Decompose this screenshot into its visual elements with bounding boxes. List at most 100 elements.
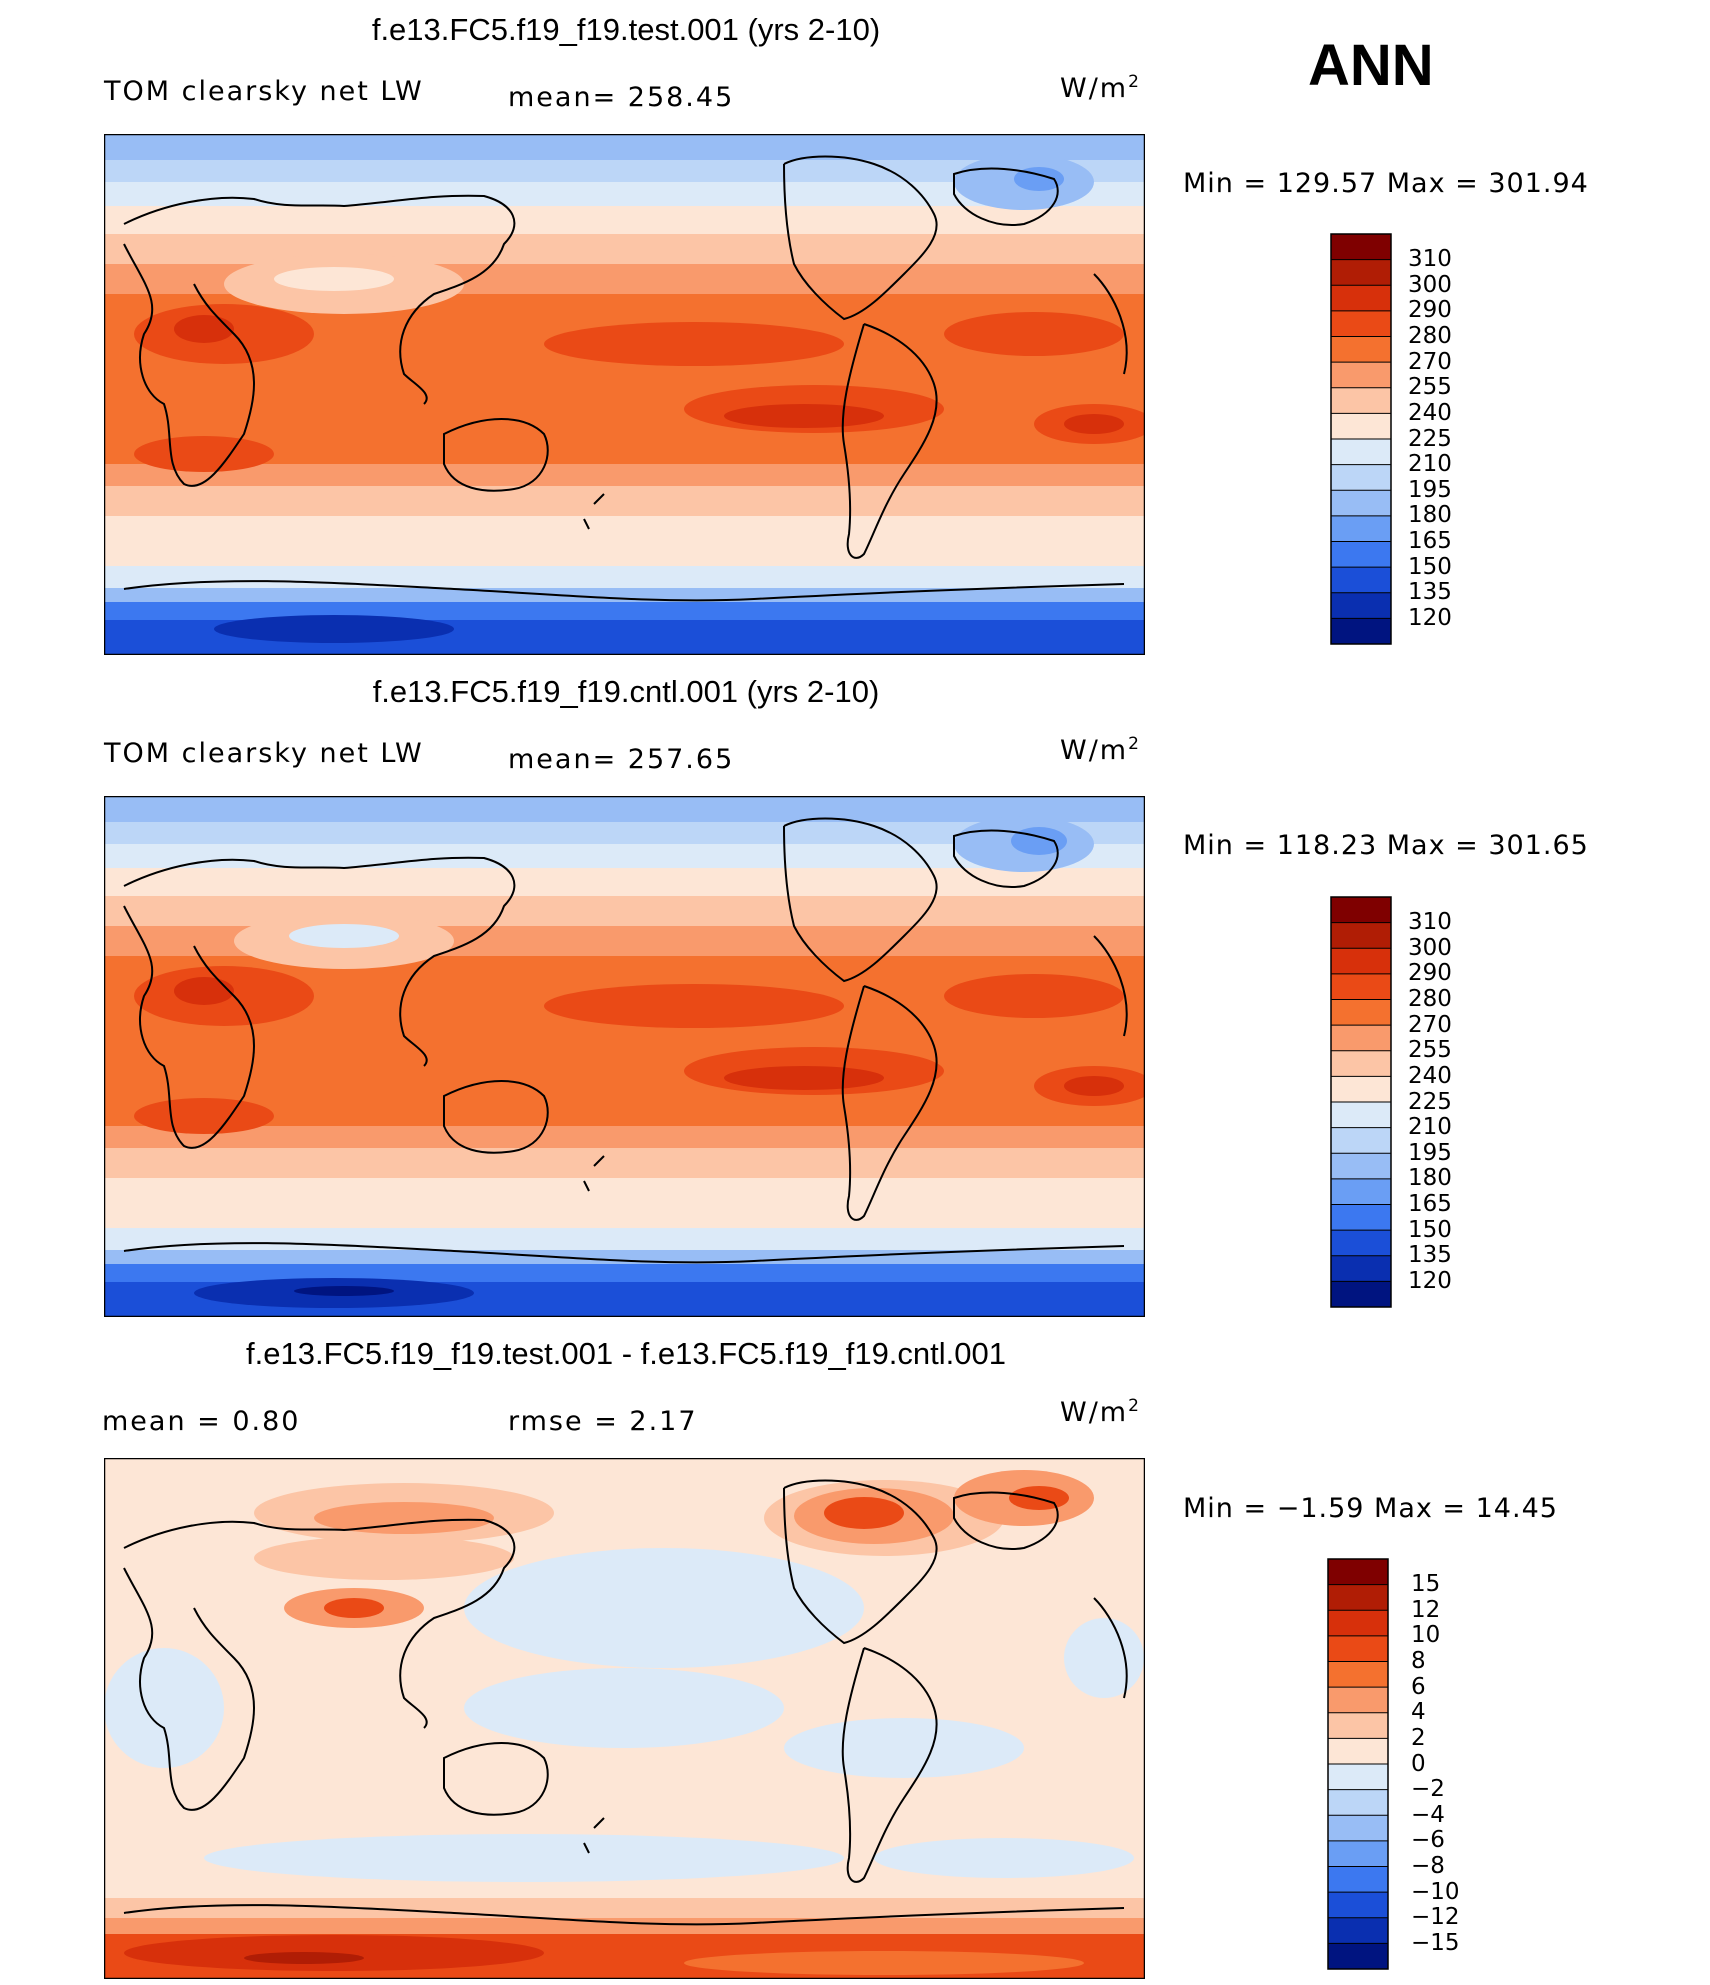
colorbar-tick-label: 225 [1408, 425, 1452, 452]
colorbar-tick-label: 195 [1408, 476, 1452, 503]
map-cntl-svg [104, 796, 1145, 1317]
colorbar-cntl-svg [1330, 896, 1392, 1308]
colorbar-frame [1327, 1558, 1389, 1970]
mean-label: mean = 0.80 [102, 1406, 301, 1437]
colorbar-tick-label: 280 [1408, 323, 1452, 349]
units-label: W/m2 [1060, 1396, 1141, 1428]
colorbar-tick-label: 165 [1408, 1191, 1452, 1217]
colorbar-tick-label: −8 [1411, 1853, 1445, 1879]
colorbar-swatch [1331, 413, 1391, 439]
colorbar-tick-label: 210 [1408, 1114, 1452, 1141]
panel-title: f.e13.FC5.f19_f19.cntl.001 (yrs 2-10) [372, 674, 880, 709]
colorbar-swatch [1331, 310, 1391, 337]
colorbar-tick-label: 310 [1408, 909, 1452, 936]
colorbar-swatch [1331, 1230, 1391, 1256]
colorbar-tick-label: 180 [1408, 1165, 1452, 1192]
colorbar-swatch [1331, 922, 1391, 949]
colorbar-swatch [1331, 1281, 1391, 1307]
colorbar-diff-svg [1327, 1558, 1389, 1970]
colorbar-tick-label: 0 [1411, 1750, 1426, 1777]
colorbar-test: 310 300 290 280 270 255 240 225 210 195 180 165 150 1… [1330, 233, 1530, 653]
colorbar-cntl: 310 300 290 280 270 255 240 225 210 195 180 165 150 1… [1330, 896, 1530, 1316]
colorbar-tick-label: 240 [1408, 399, 1452, 426]
colorbar-swatch [1331, 948, 1391, 974]
colorbar-tick-label: 290 [1408, 960, 1452, 987]
colorbar-tick-label: 255 [1408, 1037, 1452, 1064]
map-diff-svg [104, 1458, 1145, 1979]
colorbar-tick-label: −6 [1411, 1827, 1445, 1854]
colorbar-tick-label: 10 [1411, 1622, 1441, 1649]
colorbar-swatch [1331, 387, 1391, 414]
colorbar-swatch [1328, 1738, 1388, 1764]
colorbar-swatch [1328, 1661, 1388, 1688]
colorbar-tick-label: 290 [1408, 297, 1452, 324]
colorbar-tick-label: 135 [1408, 1242, 1452, 1269]
colorbar-tick-label: −15 [1411, 1929, 1460, 1956]
mean-label: mean= 257.65 [508, 744, 735, 775]
colorbar-tick-label: 300 [1408, 271, 1452, 298]
colorbar-tick-label: 15 [1411, 1571, 1441, 1598]
colorbar-swatch [1331, 1178, 1391, 1205]
colorbar-tick-label: 195 [1408, 1139, 1452, 1166]
colorbar-swatch [1331, 259, 1391, 286]
colorbar-tick-label: 150 [1408, 1216, 1452, 1243]
colorbar-swatch [1331, 1204, 1391, 1231]
mean-label: mean= 258.45 [508, 82, 735, 113]
season-label: ANN [1308, 33, 1434, 98]
colorbar-frame [1330, 896, 1392, 1308]
colorbar-swatch [1328, 1559, 1388, 1585]
map-test [104, 134, 1145, 655]
colorbar-swatch [1328, 1610, 1388, 1636]
colorbar-tick-label: 310 [1408, 246, 1452, 273]
colorbar-swatch [1331, 490, 1391, 516]
colorbar-swatch [1331, 1050, 1391, 1077]
minmax-label: Min = 118.23 Max = 301.65 [1183, 830, 1589, 861]
colorbar-swatch [1331, 1102, 1391, 1128]
colorbar-swatch [1331, 1255, 1391, 1282]
colorbar-tick-label: 120 [1408, 604, 1452, 631]
map-test-svg [104, 134, 1145, 655]
colorbar-swatch [1328, 1815, 1388, 1841]
colorbar-swatch [1328, 1584, 1388, 1611]
colorbar-swatch [1328, 1712, 1388, 1739]
colorbar-swatch [1331, 567, 1391, 593]
colorbar-swatch [1331, 285, 1391, 311]
colorbar-tick-label: 6 [1411, 1673, 1426, 1700]
minmax-label: Min = −1.59 Max = 14.45 [1183, 1493, 1558, 1524]
colorbar-swatch [1331, 1025, 1391, 1051]
colorbar-swatch [1331, 1153, 1391, 1179]
colorbar-swatch [1331, 1127, 1391, 1154]
variable-label: TOM clearsky net LW [104, 76, 424, 107]
colorbar-tick-label: 4 [1411, 1699, 1426, 1726]
colorbar-swatch [1328, 1789, 1388, 1816]
colorbar-swatch [1331, 973, 1391, 1000]
colorbar-tick-label: −10 [1411, 1878, 1460, 1905]
colorbar-tick-label: −4 [1411, 1801, 1445, 1828]
colorbar-frame [1330, 233, 1392, 645]
colorbar-swatch [1331, 439, 1391, 465]
units-label: W/m2 [1060, 72, 1141, 104]
colorbar-tick-label: 255 [1408, 374, 1452, 401]
colorbar-swatch [1331, 234, 1391, 260]
colorbar-tick-label: 2 [1411, 1724, 1426, 1751]
colorbar-tick-label: −2 [1411, 1776, 1445, 1803]
colorbar-swatch [1328, 1943, 1388, 1969]
colorbar-tick-label: 165 [1408, 528, 1452, 554]
colorbar-diff: 15 12 10 8 6 4 2 0 −2 −4 −6 −8 −10 −12 −15 [1327, 1558, 1527, 1978]
map-diff [104, 1458, 1145, 1979]
colorbar-swatch [1331, 618, 1391, 644]
colorbar-swatch [1331, 464, 1391, 491]
colorbar-tick-label: 270 [1408, 348, 1452, 375]
colorbar-tick-label: 270 [1408, 1011, 1452, 1038]
colorbar-tick-label: 280 [1408, 986, 1452, 1012]
colorbar-tick-label: 120 [1408, 1267, 1452, 1294]
colorbar-swatch [1331, 897, 1391, 923]
colorbar-test-svg [1330, 233, 1392, 645]
map-cntl [104, 796, 1145, 1317]
colorbar-swatch [1328, 1687, 1388, 1713]
colorbar-tick-label: 12 [1411, 1596, 1441, 1623]
colorbar-tick-label: 225 [1408, 1088, 1452, 1115]
colorbar-swatch [1331, 362, 1391, 388]
colorbar-swatch [1328, 1892, 1388, 1918]
colorbar-swatch [1328, 1635, 1388, 1662]
